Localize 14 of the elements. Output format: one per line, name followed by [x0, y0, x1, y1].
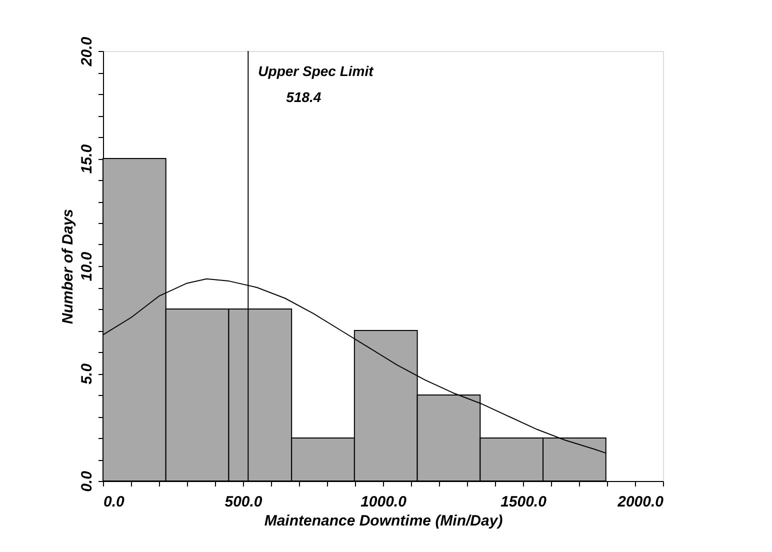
- ref-line-label: Upper Spec Limit: [258, 63, 375, 79]
- y-tick-label: 10.0: [78, 251, 96, 282]
- x-tick-label: 2000.0: [616, 494, 664, 510]
- y-tick-label: 5.0: [78, 362, 96, 384]
- y-tick-label: 0.0: [78, 470, 96, 492]
- x-tick-label: 1000.0: [360, 494, 408, 510]
- x-tick-label: 0.0: [104, 494, 126, 510]
- y-axis-title: Number of Days: [60, 208, 76, 324]
- x-tick-label: 500.0: [224, 494, 263, 510]
- y-tick-label: 20.0: [78, 36, 96, 68]
- y-tick-label: 15.0: [78, 144, 96, 174]
- annotation: 518.4: [286, 89, 322, 105]
- x-tick-label: 1500.0: [500, 494, 548, 510]
- x-axis-title: Maintenance Downtime (Min/Day): [264, 512, 503, 530]
